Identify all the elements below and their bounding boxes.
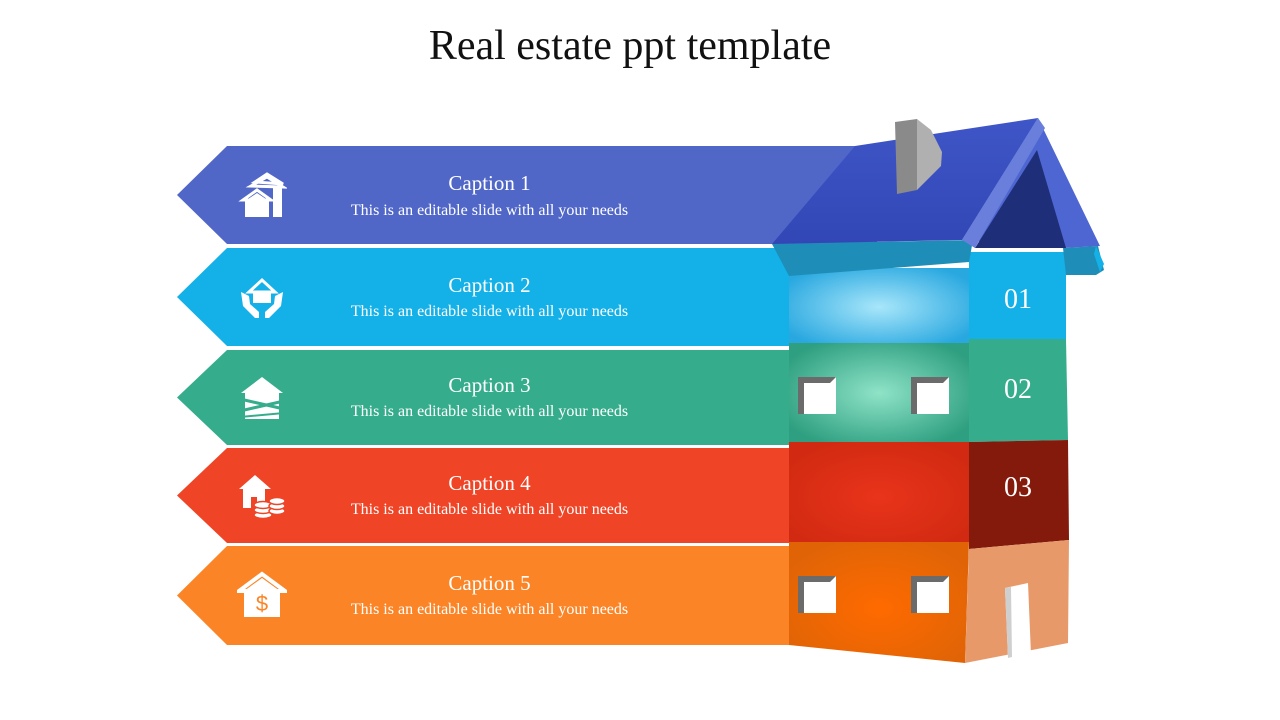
slide-title: Real estate ppt template	[428, 23, 832, 69]
roof-eave-side	[1063, 246, 1104, 275]
house-band-red	[789, 442, 969, 542]
house-band-orange	[789, 542, 969, 663]
house-side-red	[969, 440, 1069, 549]
house-number-03: 03	[1004, 472, 1032, 503]
house-windows	[798, 377, 949, 613]
house-number-01: 01	[1004, 284, 1032, 315]
house-side-blue	[969, 252, 1066, 339]
svg-text:$: $	[256, 591, 268, 616]
caption-title-3: Caption 3	[448, 373, 531, 397]
caption-title-1: Caption 1	[448, 171, 531, 195]
caption-text-3: This is an editable slide with all your …	[350, 403, 629, 420]
caption-arrow-3: Caption 3 This is an editable slide with…	[177, 350, 877, 445]
caption-title-2: Caption 2	[448, 273, 531, 297]
caption-title-4: Caption 4	[448, 471, 531, 495]
chimney	[895, 119, 917, 194]
caption-title-5: Caption 5	[448, 571, 531, 595]
house-coins-icon	[237, 471, 287, 521]
caption-text-5: This is an editable slide with all your …	[350, 601, 629, 618]
caption-text-4: This is an editable slide with all your …	[350, 501, 629, 518]
house-band-blue	[789, 268, 969, 346]
caption-text-1: This is an editable slide with all your …	[350, 202, 629, 219]
house-dollar-icon: $	[237, 571, 287, 621]
caption-arrow-1: Caption 1 This is an editable slide with…	[177, 146, 877, 244]
house-number-02: 02	[1004, 374, 1032, 405]
caption-text-2: This is an editable slide with all your …	[350, 303, 629, 320]
boarded-house-icon	[237, 373, 287, 423]
caption-arrow-4: Caption 4 This is an editable slide with…	[177, 448, 877, 543]
caption-arrow-2: Caption 2 This is an editable slide with…	[177, 248, 877, 346]
houses-icon	[237, 170, 287, 220]
caption-arrow-5: $ Caption 5 This is an editable slide wi…	[177, 546, 877, 645]
hands-house-icon	[237, 272, 287, 322]
roof-eave-front	[772, 240, 973, 276]
house-side-green	[969, 339, 1068, 442]
